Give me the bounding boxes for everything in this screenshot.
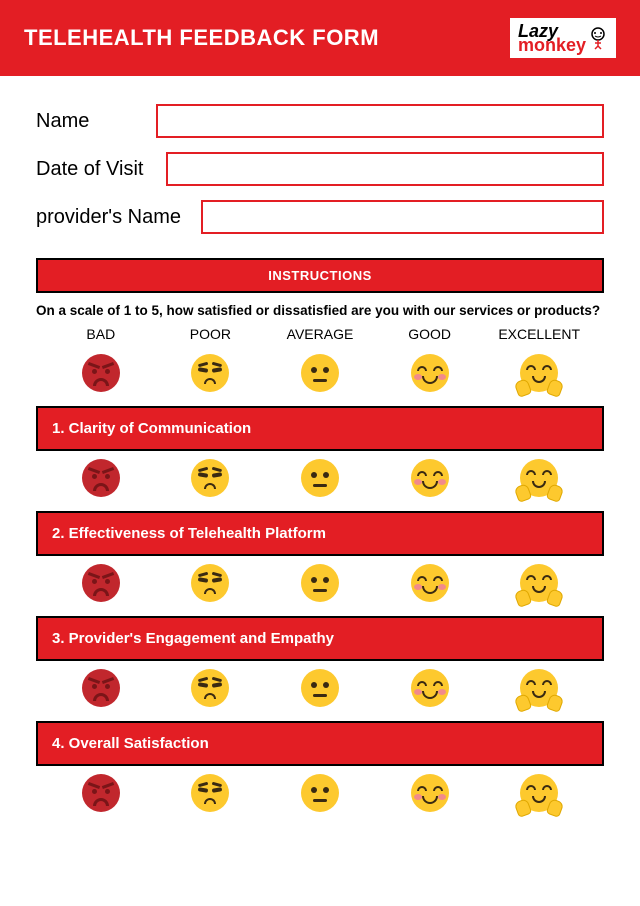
- emoji-average-icon-q2[interactable]: [301, 564, 339, 602]
- question-bar-1: 1. Clarity of Communication: [36, 406, 604, 451]
- date-input[interactable]: [166, 152, 604, 186]
- rating-label-poor: POOR: [156, 326, 266, 342]
- emoji-excellent-icon-q3[interactable]: [520, 669, 558, 707]
- emoji-cell: [156, 459, 266, 497]
- question-2-rating-row: [36, 556, 604, 616]
- emoji-cell: [484, 564, 594, 602]
- field-label-date: Date of Visit: [36, 158, 166, 181]
- field-label-provider: provider's Name: [36, 206, 201, 229]
- field-label-name: Name: [36, 110, 156, 133]
- emoji-excellent-icon-q2[interactable]: [520, 564, 558, 602]
- emoji-cell: [375, 669, 485, 707]
- emoji-good-icon-q3[interactable]: [411, 669, 449, 707]
- emoji-cell: [46, 354, 156, 392]
- emoji-average-icon-q3[interactable]: [301, 669, 339, 707]
- emoji-cell: [484, 774, 594, 812]
- instructions-bar: INSTRUCTIONS: [36, 258, 604, 293]
- brand-logo: Lazy monkey: [510, 18, 616, 58]
- form-fields-section: Name Date of Visit provider's Name: [0, 76, 640, 258]
- provider-input[interactable]: [201, 200, 604, 234]
- emoji-cell: [46, 564, 156, 602]
- emoji-cell: [265, 669, 375, 707]
- emoji-cell: [265, 459, 375, 497]
- emoji-poor-icon-q1[interactable]: [191, 459, 229, 497]
- field-row-date: Date of Visit: [36, 152, 604, 186]
- instructions-text: On a scale of 1 to 5, how satisfied or d…: [36, 293, 604, 326]
- emoji-cell: [375, 774, 485, 812]
- header-banner: TELEHEALTH FEEDBACK FORM Lazy monkey: [0, 0, 640, 76]
- emoji-cell: [156, 774, 266, 812]
- rating-label-good: GOOD: [375, 326, 485, 342]
- name-input[interactable]: [156, 104, 604, 138]
- emoji-poor-icon-legend[interactable]: [191, 354, 229, 392]
- emoji-bad-icon-q3[interactable]: [82, 669, 120, 707]
- emoji-cell: [46, 459, 156, 497]
- emoji-cell: [484, 459, 594, 497]
- emoji-average-icon-q1[interactable]: [301, 459, 339, 497]
- field-row-name: Name: [36, 104, 604, 138]
- emoji-cell: [484, 354, 594, 392]
- emoji-cell: [484, 669, 594, 707]
- question-bar-2: 2. Effectiveness of Telehealth Platform: [36, 511, 604, 556]
- emoji-cell: [156, 564, 266, 602]
- emoji-cell: [375, 564, 485, 602]
- question-bar-3: 3. Provider's Engagement and Empathy: [36, 616, 604, 661]
- question-3-rating-row: [36, 661, 604, 721]
- rating-label-excellent: EXCELLENT: [484, 326, 594, 342]
- question-4-rating-row: [36, 766, 604, 826]
- question-bar-4: 4. Overall Satisfaction: [36, 721, 604, 766]
- emoji-poor-icon-q2[interactable]: [191, 564, 229, 602]
- questions-section: 1. Clarity of Communication 2. Effectiven…: [0, 406, 640, 846]
- emoji-cell: [46, 669, 156, 707]
- rating-scale-header: BAD POOR AVERAGE GOOD EXCELLENT: [36, 326, 604, 346]
- monkey-icon: [588, 26, 608, 50]
- emoji-cell: [375, 459, 485, 497]
- emoji-cell: [156, 354, 266, 392]
- emoji-excellent-icon-q1[interactable]: [520, 459, 558, 497]
- emoji-cell: [375, 354, 485, 392]
- emoji-average-icon-legend[interactable]: [301, 354, 339, 392]
- emoji-excellent-icon-q4[interactable]: [520, 774, 558, 812]
- emoji-cell: [46, 774, 156, 812]
- emoji-bad-icon-q1[interactable]: [82, 459, 120, 497]
- page-title: TELEHEALTH FEEDBACK FORM: [24, 25, 379, 51]
- emoji-poor-icon-q3[interactable]: [191, 669, 229, 707]
- instructions-section: INSTRUCTIONS On a scale of 1 to 5, how s…: [0, 258, 640, 406]
- emoji-bad-icon-q4[interactable]: [82, 774, 120, 812]
- emoji-cell: [265, 774, 375, 812]
- emoji-cell: [156, 669, 266, 707]
- emoji-good-icon-q2[interactable]: [411, 564, 449, 602]
- emoji-bad-icon-q2[interactable]: [82, 564, 120, 602]
- rating-scale-emoji-legend: [36, 346, 604, 406]
- emoji-bad-icon-legend[interactable]: [82, 354, 120, 392]
- field-row-provider: provider's Name: [36, 200, 604, 234]
- emoji-poor-icon-q4[interactable]: [191, 774, 229, 812]
- rating-label-bad: BAD: [46, 326, 156, 342]
- emoji-good-icon-q1[interactable]: [411, 459, 449, 497]
- emoji-excellent-icon-legend[interactable]: [520, 354, 558, 392]
- emoji-average-icon-q4[interactable]: [301, 774, 339, 812]
- emoji-good-icon-legend[interactable]: [411, 354, 449, 392]
- emoji-cell: [265, 354, 375, 392]
- question-1-rating-row: [36, 451, 604, 511]
- emoji-good-icon-q4[interactable]: [411, 774, 449, 812]
- emoji-cell: [265, 564, 375, 602]
- rating-label-average: AVERAGE: [265, 326, 375, 342]
- logo-text-monkey: monkey: [518, 35, 586, 55]
